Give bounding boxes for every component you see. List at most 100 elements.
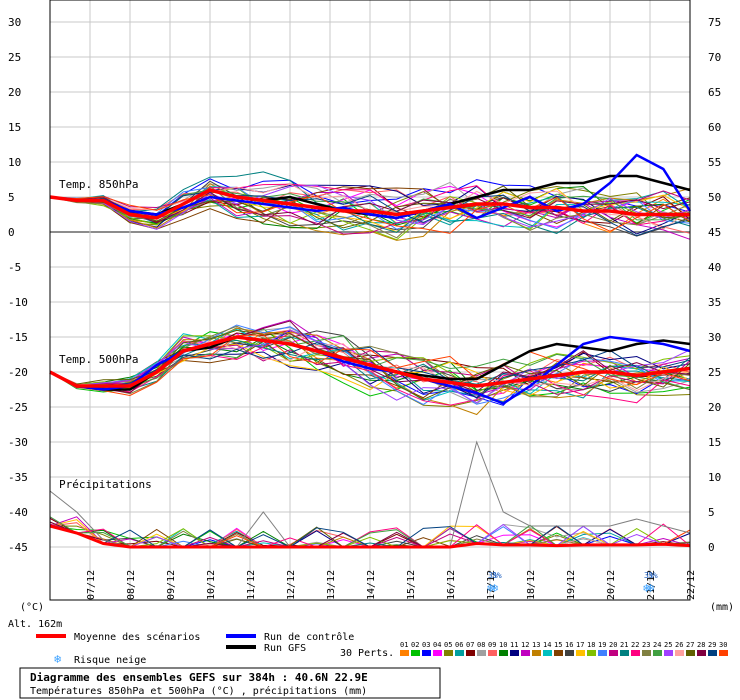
- right-tick-label: 35: [708, 296, 721, 309]
- x-tick-label: 16/12: [446, 570, 457, 600]
- left-tick-label: -10: [8, 296, 28, 309]
- mean-line-t500: [49, 335, 691, 388]
- member-swatch: [631, 650, 640, 656]
- right-axis-unit: (mm): [710, 602, 734, 613]
- member-number: 01: [400, 641, 408, 649]
- member-number: 15: [554, 641, 562, 649]
- left-tick-label: -45: [8, 541, 28, 554]
- member-line-t500: [49, 335, 691, 390]
- x-tick-label: 20/12: [606, 570, 617, 600]
- member-number: 28: [697, 641, 705, 649]
- chart-title: Diagramme des ensembles GEFS sur 384h : …: [30, 671, 368, 684]
- plot-frame: [49, 0, 691, 601]
- member-swatch: [554, 650, 563, 656]
- member-swatch: [543, 650, 552, 656]
- member-number: 19: [598, 641, 606, 649]
- member-number: 30: [719, 641, 727, 649]
- member-number: 22: [631, 641, 639, 649]
- member-swatch: [620, 650, 629, 656]
- snowflake-icon: ❄: [487, 581, 494, 595]
- snow-percent: 3%: [648, 571, 658, 580]
- member-line-t500: [49, 342, 691, 399]
- member-line-t500: [49, 334, 691, 397]
- x-tick-label: 07/12: [86, 570, 97, 600]
- member-number: 20: [609, 641, 617, 649]
- left-tick-label: 30: [8, 16, 21, 29]
- right-tick-label: 5: [708, 506, 715, 519]
- panel-label-precip: Précipitations: [59, 478, 152, 491]
- member-swatch: [455, 650, 464, 656]
- altitude-label: Alt. 162m: [8, 619, 62, 630]
- x-tick-label: 08/12: [126, 570, 137, 600]
- member-number: 29: [708, 641, 716, 649]
- member-line-t850: [49, 184, 691, 235]
- member-swatch: [576, 650, 585, 656]
- member-number: 02: [411, 641, 419, 649]
- control-line-t850: [49, 153, 692, 220]
- member-swatch: [565, 650, 574, 656]
- member-number: 11: [510, 641, 518, 649]
- member-number: 21: [620, 641, 628, 649]
- panel-label-t850: Temp. 850hPa: [59, 178, 138, 191]
- x-tick-label: 12/12: [286, 570, 297, 600]
- left-tick-label: -15: [8, 331, 28, 344]
- member-number: 08: [477, 641, 485, 649]
- right-tick-label: 30: [708, 331, 721, 344]
- member-swatch: [400, 650, 409, 656]
- member-number: 24: [653, 641, 661, 649]
- left-tick-label: 20: [8, 86, 21, 99]
- member-swatch: [532, 650, 541, 656]
- member-swatch: [708, 650, 717, 656]
- right-tick-label: 75: [708, 16, 721, 29]
- title-box: [19, 667, 441, 699]
- panel-label-t500: Temp. 500hPa: [59, 353, 138, 366]
- x-tick-label: 17/12: [486, 570, 497, 600]
- snow-percent: 3%: [492, 571, 502, 580]
- member-number: 06: [455, 641, 463, 649]
- right-tick-label: 50: [708, 191, 721, 204]
- member-legend: 01 02 03 04 05 06 07 08 09 10 11 12 13 14 15 16 17 18 19 20…: [400, 641, 728, 656]
- left-tick-label: -25: [8, 401, 28, 414]
- member-swatch: [609, 650, 618, 656]
- left-tick-label: 0: [8, 226, 15, 239]
- snowflake-icon: ❄: [54, 652, 61, 666]
- member-number: 10: [499, 641, 507, 649]
- member-swatch: [521, 650, 530, 656]
- right-tick-label: 15: [708, 436, 721, 449]
- member-swatch: [411, 650, 420, 656]
- chart-subtitle: Températures 850hPa et 500hPa (°C) , pré…: [30, 685, 367, 697]
- x-axis: 07/12 08/12 09/12 10/12 11/12 12/12 13/12 14/12…: [86, 570, 697, 600]
- x-tick-label: 22/12: [686, 570, 697, 600]
- snow-percent: 3%: [644, 571, 654, 580]
- left-tick-label: -20: [8, 366, 28, 379]
- control-line-t500: [49, 335, 691, 405]
- snowflake-icon: ❄: [491, 581, 498, 595]
- right-tick-label: 65: [708, 86, 721, 99]
- right-tick-label: 20: [708, 401, 721, 414]
- member-number: 13: [532, 641, 540, 649]
- member-number: 26: [675, 641, 683, 649]
- member-number: 25: [664, 641, 672, 649]
- member-swatch: [466, 650, 475, 656]
- x-tick-label: 15/12: [406, 570, 417, 600]
- right-tick-label: 60: [708, 121, 721, 134]
- member-number: 05: [444, 641, 452, 649]
- x-tick-label: 10/12: [206, 570, 217, 600]
- member-line-t850: [49, 194, 691, 234]
- member-swatch: [642, 650, 651, 656]
- member-number: 03: [422, 641, 430, 649]
- member-swatch: [675, 650, 684, 656]
- member-line-t850: [49, 171, 691, 234]
- member-swatch: [422, 650, 431, 656]
- main-series: [49, 153, 692, 549]
- right-tick-label: 10: [708, 471, 721, 484]
- x-tick-label: 18/12: [526, 570, 537, 600]
- member-swatch: [444, 650, 453, 656]
- member-number: 23: [642, 641, 650, 649]
- right-tick-label: 0: [708, 541, 715, 554]
- right-tick-label: 40: [708, 261, 721, 274]
- left-tick-label: -30: [8, 436, 28, 449]
- member-line-t850: [49, 184, 691, 230]
